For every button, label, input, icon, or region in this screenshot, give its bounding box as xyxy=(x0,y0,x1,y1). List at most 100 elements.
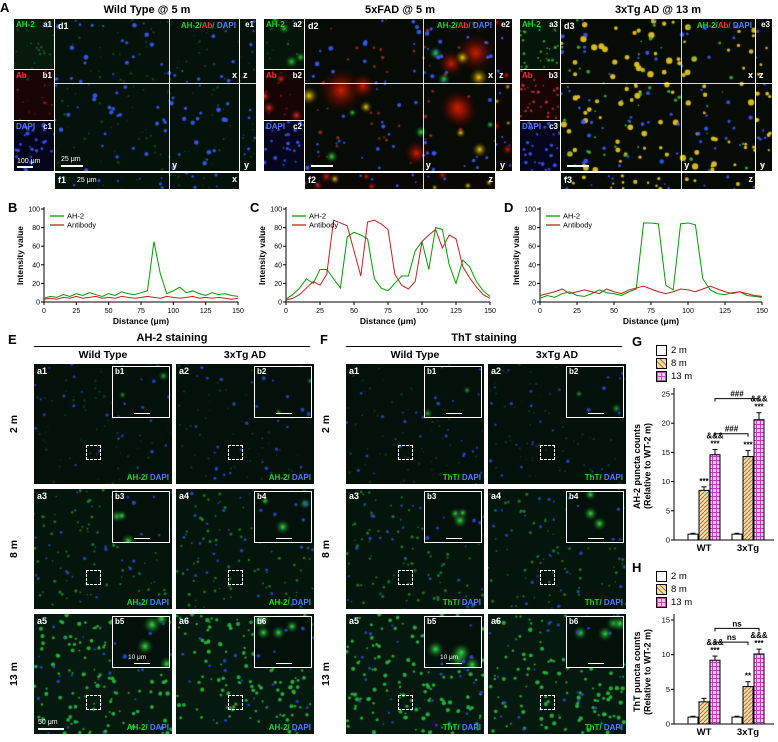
line-chart-svg-C: 0 20 40 60 80 100 0 25 50 75 100 125 150 Intensity va… xyxy=(257,207,496,327)
side-crosshair-line xyxy=(756,82,772,84)
subpanel-label: f3 xyxy=(564,175,573,185)
caption-part: ThT/ xyxy=(584,598,602,607)
x-axis-title: Distance (μm) xyxy=(360,316,416,326)
channel-panel-a3: AH-2 a3 xyxy=(520,19,560,69)
chart-text: 100 xyxy=(270,207,282,214)
scale-bar xyxy=(567,165,589,167)
hatch-swatch xyxy=(656,358,667,369)
significance-marker: *** xyxy=(743,441,753,450)
channel-label: AH-2 xyxy=(522,20,541,29)
micrograph-cell-a2: a2 b2 AH-2/ DAPI xyxy=(176,364,314,484)
caption-part: DAPI xyxy=(730,21,752,30)
col-header-3xtg: 3xTg AD xyxy=(535,349,579,361)
h-y-axis-line2: (Relative to WT-2 m) xyxy=(642,629,653,716)
crosshair-vertical-line xyxy=(681,19,683,171)
caption-part: ThT/ xyxy=(442,723,460,732)
micrograph-cell-a1: a1 b1 ThT/ DAPI xyxy=(346,364,484,484)
channel-column: AH-2 a1 Ab b1 DAPI c1 100 μm xyxy=(14,19,54,172)
inset-scale-text: 10 μm xyxy=(440,654,459,661)
stain-caption: AH-2/ DAPI xyxy=(269,598,311,607)
panel-b-label: B xyxy=(8,200,18,215)
series-Antibody xyxy=(285,219,491,301)
chart-text: 0 xyxy=(532,300,536,307)
crosshair-horizontal-line xyxy=(561,82,755,84)
inset-scale-bar xyxy=(134,412,150,414)
micrograph-image xyxy=(567,617,623,667)
channel-label: AH-2 xyxy=(266,20,285,29)
micrograph-cell-a3: a3 b3 ThT/ DAPI xyxy=(346,489,484,609)
channel-column: AH-2 a3 Ab b3 DAPI c3 xyxy=(520,19,560,172)
g-y-axis-line2: (Relative to WT-2 m) xyxy=(642,423,653,510)
micrograph-image xyxy=(255,492,311,542)
channel-panel-b3: Ab b3 xyxy=(520,70,560,120)
chart-text: 25 xyxy=(72,308,80,315)
orthogonal-xz-view-f2: f2 z xyxy=(305,173,495,189)
inset-b3: b3 xyxy=(112,491,170,543)
significance-marker: *** xyxy=(710,439,720,448)
row-label-2m: 2 m xyxy=(320,414,332,434)
axis-label-z: z xyxy=(488,174,494,184)
caption-part: DAPI xyxy=(147,723,169,732)
caption-part: AH-2/ xyxy=(180,21,202,30)
inset-scale-bar xyxy=(588,537,604,539)
roi-box xyxy=(540,695,556,710)
series-AH-2 xyxy=(43,241,239,299)
roi-box xyxy=(228,695,244,710)
bracket-label: ### xyxy=(725,425,739,434)
orthogonal-xz-view-f1: f1 x 25 μm xyxy=(55,173,239,189)
inset-b2: b2 xyxy=(566,366,624,418)
roi-box xyxy=(540,570,556,585)
stain-caption: ThT/ DAPI xyxy=(443,723,481,732)
chart-text: 100 xyxy=(167,308,179,315)
scale-text: 25 μm xyxy=(61,156,81,163)
micrograph-image xyxy=(567,367,623,417)
subpanel-label: c1 xyxy=(43,122,52,131)
chart-text: 20 xyxy=(32,281,40,288)
side-crosshair-line xyxy=(240,82,256,84)
caption-part: DAPI xyxy=(289,473,311,482)
bar-3xTg-2 m xyxy=(731,716,743,725)
chart-text: 40 xyxy=(274,262,282,269)
chart-text: 150 xyxy=(756,308,768,315)
inset-scale-bar xyxy=(588,412,604,414)
legend-item: 13 m xyxy=(656,596,692,609)
micrograph-image xyxy=(496,19,512,171)
chart-text: 100 xyxy=(416,308,428,315)
micrograph-image xyxy=(14,19,54,69)
roi-box xyxy=(398,570,414,585)
subpanel-label: a1 xyxy=(37,366,48,376)
bar-WT-13 m xyxy=(709,454,721,541)
x-axis-title: Distance (μm) xyxy=(623,316,679,326)
channel-label: DAPI xyxy=(16,122,36,131)
subpanel-label: d1 xyxy=(58,21,69,31)
stain-caption: AH-2/ DAPI xyxy=(269,723,311,732)
subpanel-label: a5 xyxy=(349,616,360,626)
subpanel-label: a1 xyxy=(349,366,360,376)
line-chart-d: 0 20 40 60 80 100 0 25 50 75 100 125 150 Intensity va… xyxy=(510,204,768,327)
inset-label: b1 xyxy=(427,367,437,376)
caption-part: Ab/ xyxy=(201,21,215,30)
inset-b1: b1 xyxy=(112,366,170,418)
row-label-8m: 8 m xyxy=(320,539,332,559)
micrograph-image xyxy=(425,492,481,542)
micrograph-image xyxy=(561,19,755,171)
scale-bar xyxy=(311,165,333,167)
chart-text: 0 xyxy=(36,300,40,307)
panel-a: A Wild Type @ 5 m AH-2 a1 Ab b1 DAPI c1 100 μm d… xyxy=(0,0,778,198)
group-title: Wild Type @ 5 m xyxy=(103,4,191,16)
caption-part: Ab/ xyxy=(457,21,471,30)
legend-label: AH-2 xyxy=(67,212,84,221)
chart-text: 125 xyxy=(200,308,212,315)
channel-panel-c2: DAPI c2 xyxy=(264,121,304,171)
micrograph-image xyxy=(113,492,169,542)
chart-text: 100 xyxy=(28,207,40,214)
merge-caption: AH-2/Ab/ DAPI xyxy=(181,21,236,30)
inset-b3: b3 xyxy=(424,491,482,543)
chart-text: 125 xyxy=(450,308,462,315)
caption-part: AH-2/ xyxy=(268,473,290,482)
bar-3xTg-8 m xyxy=(742,686,754,725)
stain-caption: AH-2/ DAPI xyxy=(127,473,169,482)
merged-orthogonal-view-d2: d2 AH-2/Ab/ DAPI x y xyxy=(305,19,495,171)
inset-scale-bar xyxy=(276,662,292,664)
micrograph-cell-a6: a6 b6 AH-2/ DAPI xyxy=(176,614,314,734)
